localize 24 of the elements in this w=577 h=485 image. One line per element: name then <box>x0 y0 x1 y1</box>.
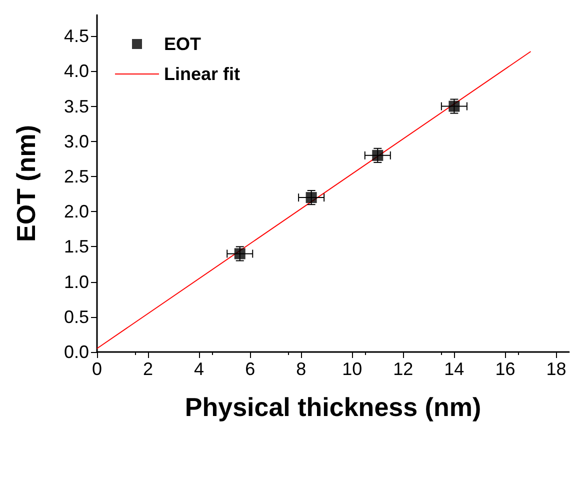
y-tick-label: 2.5 <box>64 166 89 186</box>
y-tick-label: 3.0 <box>64 131 89 152</box>
y-tick-label: 4.5 <box>64 26 89 46</box>
x-tick-label: 16 <box>495 359 516 379</box>
y-tick-label: 3.5 <box>64 96 89 116</box>
y-tick-label: 4.0 <box>64 61 89 82</box>
x-tick-label: 0 <box>92 359 102 379</box>
y-tick-label: 1.0 <box>64 272 89 292</box>
legend-label: Linear fit <box>164 64 240 84</box>
x-axis-title: Physical thickness (nm) <box>184 392 482 422</box>
y-tick-label: 1.5 <box>64 236 89 257</box>
x-tick-label: 6 <box>245 359 256 379</box>
x-tick-label: 10 <box>342 359 362 379</box>
x-tick-label: 14 <box>444 359 464 379</box>
x-tick-label: 18 <box>546 359 566 379</box>
y-tick-label: 0.0 <box>64 342 89 362</box>
x-tick-label: 4 <box>194 359 204 379</box>
x-tick-label: 2 <box>143 359 154 379</box>
y-tick-label: 0.5 <box>64 306 89 327</box>
x-tick-label: 12 <box>393 359 414 379</box>
legend-label: EOT <box>164 34 202 54</box>
y-axis-title: EOT (nm) <box>11 125 41 242</box>
y-tick-label: 2.0 <box>64 202 89 222</box>
x-tick-label: 8 <box>296 359 306 379</box>
